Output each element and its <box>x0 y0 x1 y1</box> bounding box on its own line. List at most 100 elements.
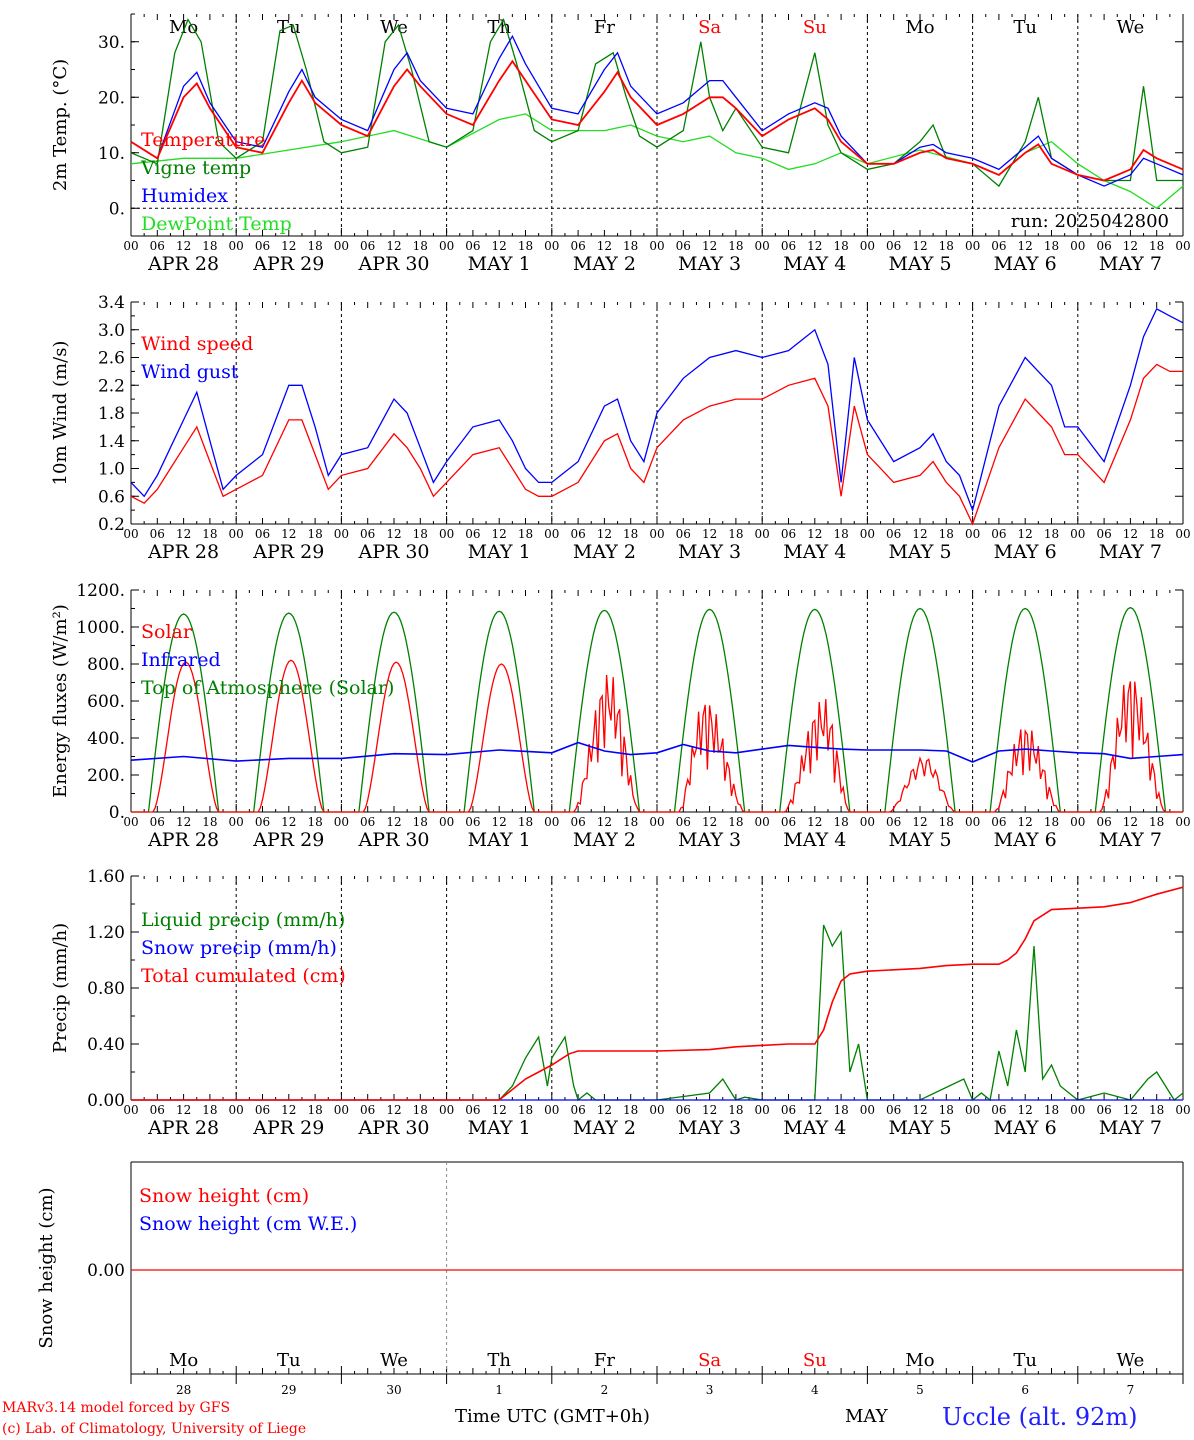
hour-tick-label: 06 <box>991 239 1006 253</box>
station-label: Uccle (alt. 92m) <box>942 1403 1138 1431</box>
hour-tick-label: 00 <box>649 527 664 541</box>
hour-tick-label: 12 <box>912 815 927 829</box>
hour-tick-label: 06 <box>1096 815 1111 829</box>
hour-tick-label: 18 <box>1044 527 1059 541</box>
hour-tick-label: 18 <box>518 239 533 253</box>
energy-y-label: Energy fluxes (W/m²) <box>50 604 71 798</box>
hour-tick-label: 00 <box>755 239 770 253</box>
y-tick-label: 3.0 <box>98 321 125 341</box>
series-humidex <box>130 34 1184 187</box>
hour-tick-label: 12 <box>597 1103 612 1117</box>
hour-tick-label: 12 <box>176 239 191 253</box>
hour-tick-label: 12 <box>492 239 507 253</box>
wind-y-label: 10m Wind (m/s) <box>50 341 71 486</box>
hour-tick-label: 18 <box>623 527 638 541</box>
legend-liquid-precip-mm-h-: Liquid precip (mm/h) <box>141 909 345 931</box>
series-vigne-temp <box>130 17 1183 188</box>
hour-tick-label: 12 <box>281 1103 296 1117</box>
hour-tick-label: 06 <box>150 1103 165 1117</box>
weekday-label: Mo <box>905 17 934 38</box>
hour-tick-label: 18 <box>728 527 743 541</box>
legend-temperature: Temperature <box>141 129 265 151</box>
hour-tick-label: 12 <box>492 527 507 541</box>
date-label: MAY 1 <box>468 829 531 851</box>
date-label: APR 30 <box>357 829 429 851</box>
hour-tick-label: 00 <box>649 239 664 253</box>
hour-tick-label: 06 <box>991 815 1006 829</box>
hour-tick-label: 06 <box>781 815 796 829</box>
series-toa-solar <box>131 613 237 813</box>
hour-tick-label: 00 <box>123 1103 138 1117</box>
hour-tick-label: 00 <box>334 815 349 829</box>
hour-tick-label: 12 <box>492 1103 507 1117</box>
date-label: MAY 7 <box>1099 253 1162 275</box>
date-label: MAY 4 <box>783 1117 846 1139</box>
date-label: MAY 4 <box>783 253 846 275</box>
legend-total-cumulated-cm-: Total cumulated (cm) <box>141 965 346 987</box>
date-label: MAY 6 <box>994 541 1057 563</box>
hour-tick-label: 18 <box>1149 815 1164 829</box>
hour-tick-label: 06 <box>676 527 691 541</box>
date-label: MAY 1 <box>468 1117 531 1139</box>
series-toa-solar <box>551 609 657 813</box>
day-number-label: 4 <box>811 1383 819 1397</box>
day-number-label: 3 <box>706 1383 714 1397</box>
lab-credit: (c) Lab. of Climatology, University of L… <box>2 1421 307 1437</box>
hour-tick-label: 00 <box>334 527 349 541</box>
series-dewpoint-temp <box>130 113 1184 210</box>
day-number-label: 1 <box>495 1383 503 1397</box>
date-label: MAY 5 <box>888 1117 951 1139</box>
legend-top-of-atmosphere-solar-: Top of Atmosphere (Solar) <box>141 677 394 699</box>
hour-tick-label: 00 <box>965 1103 980 1117</box>
hour-tick-label: 00 <box>965 239 980 253</box>
hour-tick-label: 00 <box>649 815 664 829</box>
legend-wind-speed: Wind speed <box>141 333 253 355</box>
hour-tick-label: 00 <box>1070 527 1085 541</box>
hour-tick-label: 12 <box>281 239 296 253</box>
legend-snow-height-cm-w-e-: Snow height (cm W.E.) <box>139 1213 357 1235</box>
y-tick-label: 0. <box>109 803 125 823</box>
hour-tick-label: 18 <box>728 239 743 253</box>
date-label: APR 29 <box>252 1117 324 1139</box>
hour-tick-label: 00 <box>439 527 454 541</box>
hour-tick-label: 18 <box>833 239 848 253</box>
hour-tick-label: 12 <box>386 1103 401 1117</box>
series-solar <box>867 755 973 813</box>
date-label: MAY 7 <box>1099 1117 1162 1139</box>
hour-tick-label: 00 <box>755 815 770 829</box>
date-label: MAY 4 <box>783 541 846 563</box>
hour-tick-label: 18 <box>202 239 217 253</box>
series-solar <box>762 699 868 813</box>
date-label: MAY 3 <box>678 253 741 275</box>
day-number-label: 29 <box>281 1383 296 1397</box>
hour-tick-label: 12 <box>597 815 612 829</box>
hour-tick-label: 00 <box>1175 815 1190 829</box>
hour-tick-label: 00 <box>229 239 244 253</box>
hour-tick-label: 06 <box>360 815 375 829</box>
hour-tick-label: 00 <box>860 815 875 829</box>
hour-tick-label: 06 <box>991 527 1006 541</box>
hour-tick-label: 06 <box>150 815 165 829</box>
hour-tick-label: 06 <box>570 1103 585 1117</box>
hour-tick-label: 12 <box>912 239 927 253</box>
hour-tick-label: 00 <box>334 239 349 253</box>
day-number-label: 2 <box>601 1383 609 1397</box>
hour-tick-label: 00 <box>649 1103 664 1117</box>
hour-tick-label: 06 <box>360 239 375 253</box>
hour-tick-label: 12 <box>912 1103 927 1117</box>
weekday-label: Tu <box>1013 17 1037 38</box>
hour-tick-label: 12 <box>702 239 717 253</box>
hour-tick-label: 06 <box>570 815 585 829</box>
series-solar <box>236 659 342 813</box>
date-label: MAY 3 <box>678 541 741 563</box>
hour-tick-label: 06 <box>676 1103 691 1117</box>
legend-vigne-temp: Vigne temp <box>140 157 251 179</box>
hour-tick-label: 18 <box>518 1103 533 1117</box>
date-label: APR 28 <box>147 829 219 851</box>
date-label: MAY 5 <box>888 253 951 275</box>
series-solar <box>657 704 763 813</box>
hour-tick-label: 00 <box>544 527 559 541</box>
hour-tick-label: 00 <box>860 1103 875 1117</box>
series-wind-speed <box>130 363 1183 526</box>
hour-tick-label: 00 <box>1070 1103 1085 1117</box>
